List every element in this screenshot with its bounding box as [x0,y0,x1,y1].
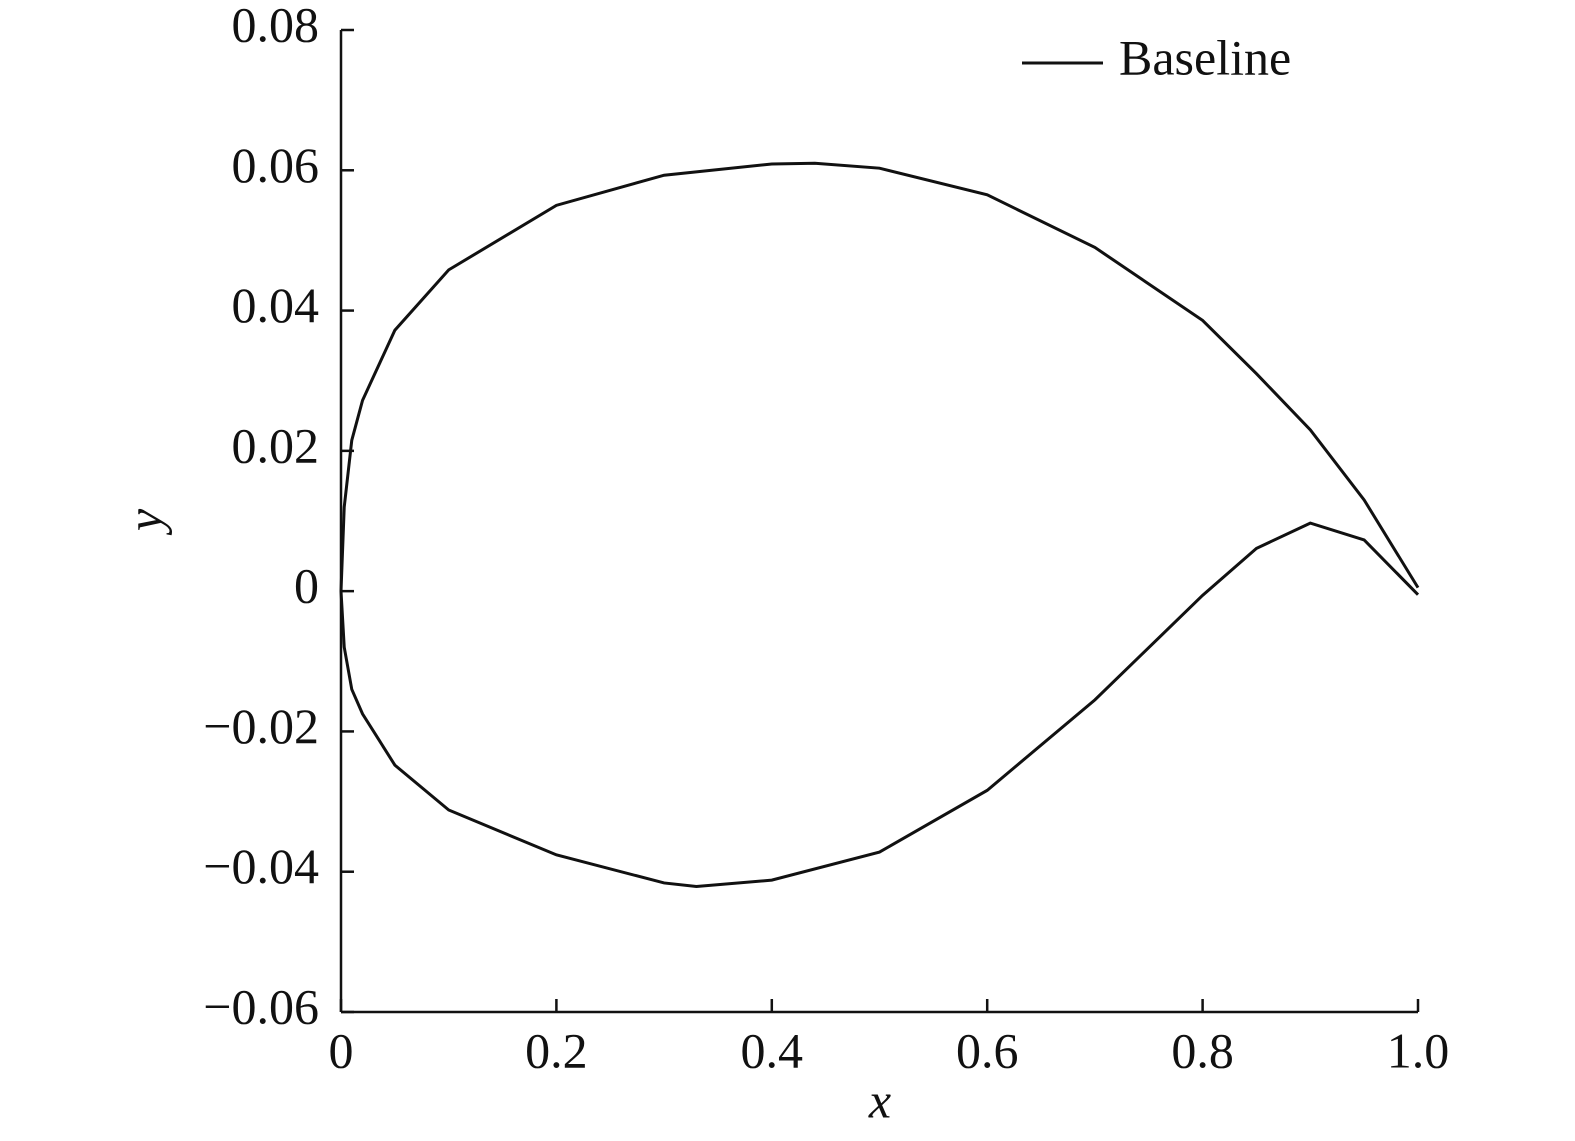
x-tick-label: 0.8 [1171,1022,1234,1078]
series-line [339,161,1420,888]
x-axis-label: x [868,1072,891,1128]
y-tick-label: −0.04 [203,838,319,894]
y-tick-label: 0.08 [232,0,320,52]
legend-label: Baseline [1119,29,1291,85]
y-axis-label: y [116,508,172,536]
y-tick-label: 0.06 [232,137,320,193]
x-tick-label: 0.4 [741,1022,804,1078]
x-tick-label: 0.2 [525,1022,588,1078]
y-tick-label: 0.02 [232,417,320,473]
y-tick-label: 0.04 [232,277,320,333]
x-tick-label: 0.6 [956,1022,1019,1078]
x-tick-label: 1.0 [1387,1022,1450,1078]
x-tick-label: 0 [329,1022,354,1078]
y-tick-label: −0.06 [203,978,319,1034]
y-tick-label: −0.02 [203,698,319,754]
y-tick-label: 0 [294,558,319,614]
